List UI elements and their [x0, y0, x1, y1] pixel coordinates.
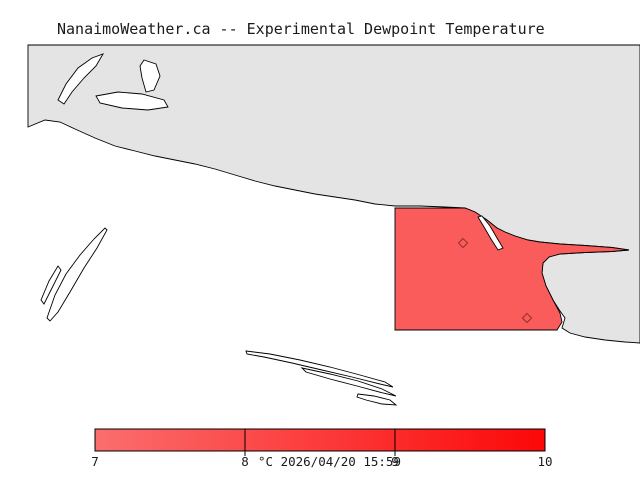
tick-label-10: 10: [537, 454, 552, 469]
tick-label-7: 7: [91, 454, 99, 469]
colorbar-caption: °C 2026/04/20 15:59: [258, 454, 401, 469]
colorbar-gradient: [94, 428, 546, 452]
island: [46, 227, 108, 322]
island: [245, 350, 394, 388]
inlet: [139, 59, 161, 93]
inlet-channel: [477, 215, 504, 251]
page-title: NanaimoWeather.ca -- Experimental Dewpoi…: [57, 20, 545, 38]
tick-label-8: 8: [241, 454, 249, 469]
island: [40, 265, 62, 305]
island: [356, 393, 398, 406]
tick-label-9: 9: [391, 454, 399, 469]
station-marker: [457, 237, 469, 249]
island: [300, 367, 397, 397]
dewpoint-region: [394, 207, 630, 331]
station-marker: [521, 312, 533, 324]
inlet: [57, 53, 105, 105]
inlet: [95, 91, 169, 111]
